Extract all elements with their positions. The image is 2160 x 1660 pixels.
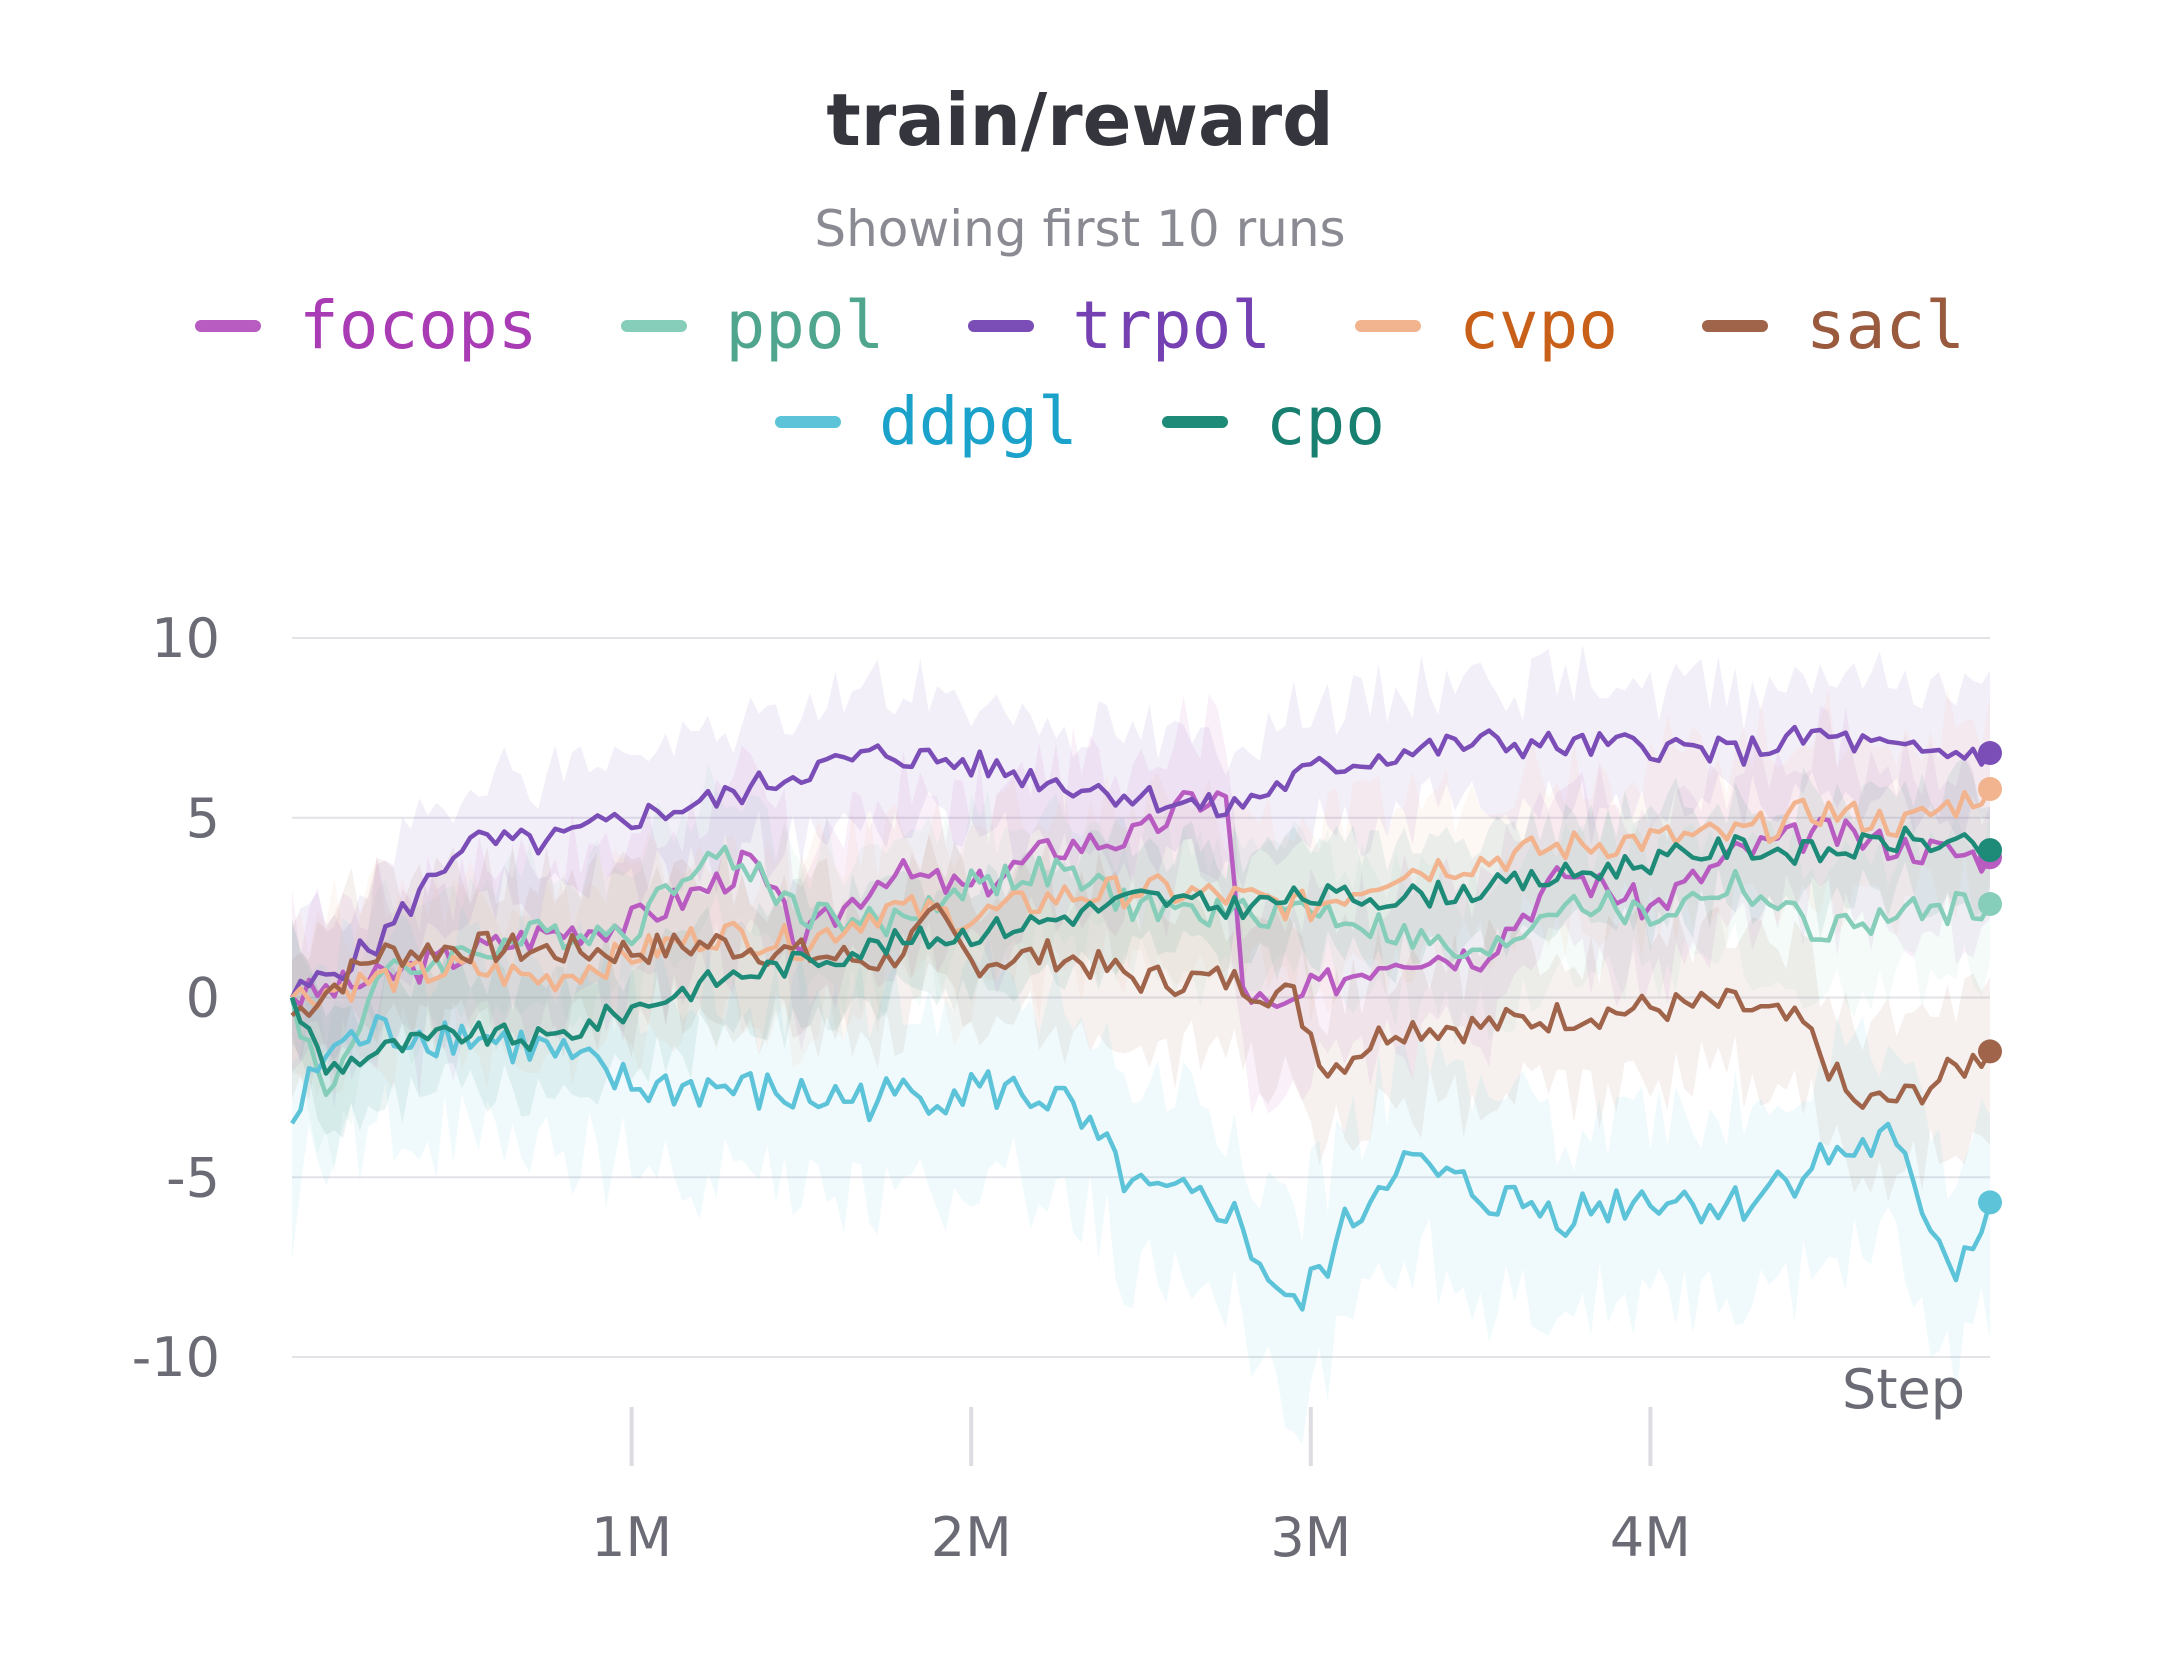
legend-swatch-ddpgl <box>775 416 842 428</box>
series-line-cpo <box>289 825 1992 1076</box>
x-tick-label-3: 4M <box>1610 1506 1691 1569</box>
legend-label-sacl: sacl <box>1806 287 1965 364</box>
x-tick-label-0: 1M <box>591 1506 672 1569</box>
x-axis: 1M 2M 3M 4M <box>591 1407 1691 1569</box>
end-marker-cvpo <box>1978 776 2002 801</box>
y-tick-label-3: -5 <box>166 1146 220 1209</box>
legend-label-ppol: ppol <box>725 287 885 364</box>
end-marker-sacl <box>1978 1039 2002 1064</box>
y-tick-label-4: -10 <box>132 1326 220 1389</box>
x-tick-label-2: 3M <box>1270 1506 1351 1569</box>
chart-title: train/reward <box>826 78 1334 162</box>
series-line-sacl <box>290 902 1992 1110</box>
legend-row-2: ddpgl cpo <box>0 374 2160 470</box>
legend-row-1: focops ppol trpol cvpo sacl <box>0 278 2160 374</box>
legend-label-trpol: trpol <box>1072 287 1272 364</box>
legend-label-focops: focops <box>299 287 538 364</box>
legend-swatch-cpo <box>1161 416 1228 428</box>
legend-item-cvpo[interactable]: cvpo <box>1355 293 1618 359</box>
legend-label-cvpo: cvpo <box>1459 287 1619 364</box>
legend: focops ppol trpol cvpo sacl ddpgl cpo <box>0 278 2160 470</box>
band-sacl <box>292 834 1990 1202</box>
legend-item-trpol[interactable]: trpol <box>968 293 1271 359</box>
legend-item-sacl[interactable]: sacl <box>1702 293 1965 359</box>
end-markers <box>1978 741 2002 1215</box>
series-line-cvpo <box>290 787 1992 1010</box>
end-marker-trpol <box>1978 741 2002 766</box>
end-marker-ppol <box>1978 892 2002 917</box>
legend-swatch-trpol <box>968 320 1035 332</box>
legend-item-ppol[interactable]: ppol <box>621 293 884 359</box>
x-tick-label-1: 2M <box>931 1506 1012 1569</box>
chart-subtitle: Showing first 10 runs <box>814 200 1346 258</box>
legend-item-cpo[interactable]: cpo <box>1161 383 1385 460</box>
series-line-trpol <box>289 724 1992 999</box>
legend-swatch-cvpo <box>1355 320 1422 332</box>
end-marker-ddpgl <box>1978 1190 2002 1215</box>
legend-swatch-ppol <box>621 320 688 332</box>
series-lines <box>289 724 1993 1312</box>
legend-swatch-focops <box>195 320 262 332</box>
x-axis-label: Step <box>1842 1358 1965 1421</box>
legend-item-ddpgl[interactable]: ddpgl <box>775 389 1078 455</box>
y-axis: 10 5 0 -5 -10 <box>132 607 220 1389</box>
legend-item-focops[interactable]: focops <box>195 293 537 359</box>
legend-swatch-sacl <box>1702 320 1769 332</box>
legend-label-ddpgl: ddpgl <box>879 383 1078 460</box>
legend-label-cpo: cpo <box>1265 383 1385 460</box>
y-tick-label-2: 0 <box>186 967 220 1030</box>
y-tick-label-1: 5 <box>186 787 220 850</box>
series-line-focops <box>290 789 1992 1010</box>
series-line-ddpgl <box>290 1013 1993 1312</box>
band-trpol <box>292 644 1990 1064</box>
y-tick-label-0: 10 <box>151 607 220 670</box>
end-marker-cpo <box>1978 838 2002 863</box>
